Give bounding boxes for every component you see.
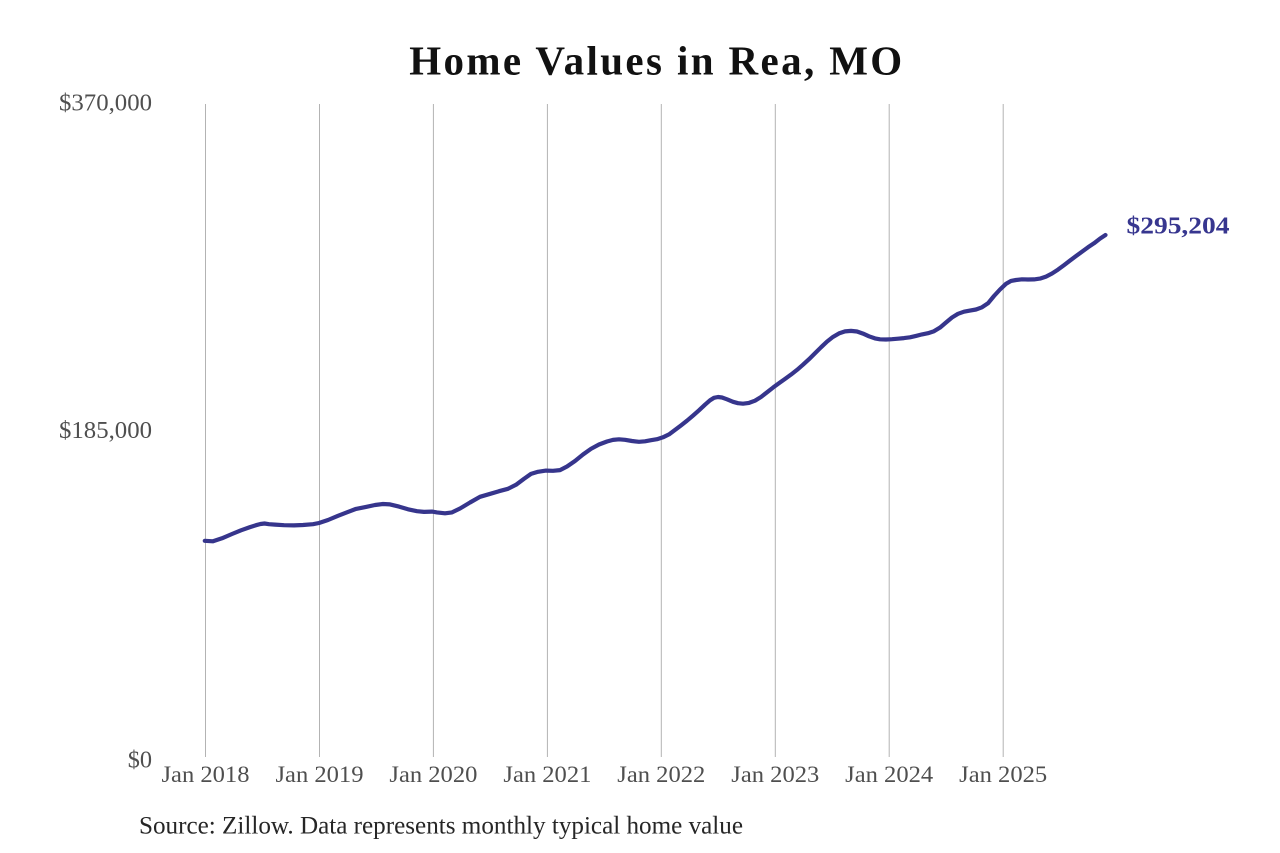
svg-text:Jan 2022: Jan 2022 [617,762,705,787]
svg-text:Jan 2018: Jan 2018 [162,762,250,787]
svg-text:$0: $0 [128,747,152,774]
svg-text:$185,000: $185,000 [59,417,152,444]
svg-text:Jan 2024: Jan 2024 [845,762,934,787]
svg-text:Jan 2021: Jan 2021 [503,762,591,787]
svg-text:Jan 2020: Jan 2020 [389,762,477,787]
svg-text:$370,000: $370,000 [59,90,152,117]
svg-text:$295,204: $295,204 [1127,213,1230,240]
svg-text:Jan 2023: Jan 2023 [731,762,819,787]
svg-text:Home Values in Rea, MO: Home Values in Rea, MO [409,37,902,83]
svg-text:Source: Zillow. Data represent: Source: Zillow. Data represents monthly … [139,812,743,839]
svg-text:Jan 2019: Jan 2019 [276,762,364,787]
svg-text:Jan 2025: Jan 2025 [959,762,1047,787]
